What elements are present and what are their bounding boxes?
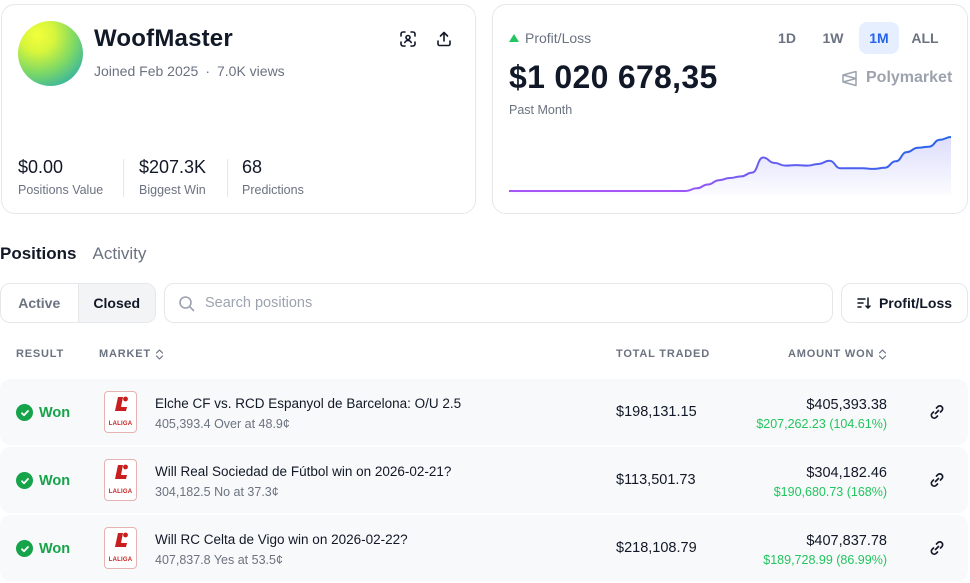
stat-label: Positions Value xyxy=(18,183,104,197)
link-icon[interactable] xyxy=(928,471,946,489)
brand-name: Polymarket xyxy=(866,69,953,86)
laliga-logo-icon: LALIGA xyxy=(104,391,137,433)
search-icon xyxy=(179,295,195,311)
stat-label: Biggest Win xyxy=(139,183,206,197)
laliga-logo-icon: LALIGA xyxy=(104,527,137,569)
range-tab-all[interactable]: ALL xyxy=(911,30,939,46)
scan-icon xyxy=(400,31,416,47)
total-traded: $113,501.73 xyxy=(616,472,696,488)
header-amount-won[interactable]: AMOUNT WON xyxy=(788,348,887,360)
amount-gain: $190,680.73 (168%) xyxy=(773,485,887,499)
search-input[interactable] xyxy=(205,295,805,311)
upload-icon xyxy=(437,31,451,47)
scan-qr-button[interactable] xyxy=(396,27,420,51)
result-cell: Won xyxy=(16,540,70,557)
result-label: Won xyxy=(39,540,71,557)
pnl-period: Past Month xyxy=(509,103,573,117)
check-circle-icon xyxy=(16,540,33,557)
stat-value: $207.3K xyxy=(139,157,207,177)
sort-icon xyxy=(857,297,871,310)
filter-active-button[interactable]: Active xyxy=(18,295,61,311)
total-traded: $198,131.15 xyxy=(616,404,697,420)
stat-divider xyxy=(123,159,124,197)
tab-activity[interactable]: Activity xyxy=(92,244,147,263)
result-cell: Won xyxy=(16,472,70,489)
header-total-traded: TOTAL TRADED xyxy=(616,348,710,360)
amount-gain: $189,728.99 (86.99%) xyxy=(763,553,887,567)
table-row[interactable]: Won LALIGA Will Real Sociedad de Fútbol … xyxy=(0,447,968,513)
stat-biggest-win: $207.3K Biggest Win xyxy=(139,157,206,197)
range-tab-1m[interactable]: 1M xyxy=(859,22,899,54)
header-result-label: RESULT xyxy=(16,348,64,360)
sort-label: Profit/Loss xyxy=(878,295,953,311)
sort-updown-icon xyxy=(155,348,163,360)
filter-closed-button[interactable]: Closed xyxy=(77,284,155,322)
triangle-up-icon xyxy=(509,34,519,42)
header-market-label: MARKET xyxy=(99,348,151,360)
market-subtitle: 304,182.5 No at 37.3¢ xyxy=(155,485,279,499)
profile-meta: Joined Feb 2025 · 7.0K views xyxy=(94,63,285,79)
stat-value: 68 xyxy=(242,157,263,177)
stat-divider xyxy=(227,159,228,197)
result-label: Won xyxy=(39,472,71,489)
range-tabs: 1D 1W 1M ALL xyxy=(767,22,945,54)
logo-label: LALIGA xyxy=(108,489,133,495)
table-row[interactable]: Won LALIGA Will RC Celta de Vigo win on … xyxy=(0,515,968,581)
laliga-logo-icon: LALIGA xyxy=(104,459,137,501)
table-row[interactable]: Won LALIGA Elche CF vs. RCD Espanyol de … xyxy=(0,379,968,445)
stat-positions-value: $0.00 Positions Value xyxy=(18,157,103,197)
result-cell: Won xyxy=(16,404,70,421)
range-tab-1w[interactable]: 1W xyxy=(822,30,844,46)
amount-won: $407,837.78 xyxy=(806,533,887,549)
check-circle-icon xyxy=(16,404,33,421)
sort-button[interactable]: Profit/Loss xyxy=(841,283,968,323)
market-subtitle: 407,837.8 Yes at 53.5¢ xyxy=(155,553,283,567)
amount-won: $405,393.38 xyxy=(806,397,887,413)
pnl-header: Profit/Loss xyxy=(509,30,591,46)
brand: Polymarket xyxy=(841,69,952,87)
market-subtitle: 405,393.4 Over at 48.9¢ xyxy=(155,417,290,431)
meta-separator: · xyxy=(205,63,210,79)
chart-area xyxy=(509,137,951,195)
header-result: RESULT xyxy=(16,348,64,360)
profile-card: WoofMaster Joined Feb 2025 · 7.0K views $0… xyxy=(1,4,476,214)
range-tab-1d[interactable]: 1D xyxy=(778,30,796,46)
amount-gain: $207,262.23 (104.61%) xyxy=(756,417,887,431)
link-icon[interactable] xyxy=(928,403,946,421)
pnl-label: Profit/Loss xyxy=(525,30,592,46)
amount-won: $304,182.46 xyxy=(806,465,887,481)
chart-series-line xyxy=(509,136,951,192)
pnl-value: $1 020 678,35 xyxy=(509,59,718,95)
link-icon[interactable] xyxy=(928,539,946,557)
sort-updown-icon xyxy=(879,348,887,360)
result-label: Won xyxy=(39,404,71,421)
stat-predictions: 68 Predictions xyxy=(242,157,304,197)
header-market[interactable]: MARKET xyxy=(99,348,164,360)
pnl-chart xyxy=(509,136,951,195)
header-amount-label: AMOUNT WON xyxy=(788,348,875,360)
joined-date: Joined Feb 2025 xyxy=(94,63,199,79)
market-title[interactable]: Will RC Celta de Vigo win on 2026-02-22? xyxy=(155,532,408,547)
tab-positions[interactable]: Positions xyxy=(0,244,77,263)
check-circle-icon xyxy=(16,472,33,489)
header-traded-label: TOTAL TRADED xyxy=(616,348,710,360)
market-title[interactable]: Will Real Sociedad de Fútbol win on 2026… xyxy=(155,464,452,479)
market-title[interactable]: Elche CF vs. RCD Espanyol de Barcelona: … xyxy=(155,396,462,411)
logo-label: LALIGA xyxy=(108,557,133,563)
username: WoofMaster xyxy=(94,25,233,52)
total-traded: $218,108.79 xyxy=(616,540,697,556)
stat-label: Predictions xyxy=(242,183,304,197)
logo-label: LALIGA xyxy=(108,421,133,427)
avatar xyxy=(18,21,83,86)
stat-value: $0.00 xyxy=(18,157,64,177)
polymarket-logo-icon xyxy=(842,70,857,86)
main-tabs: Positions Activity xyxy=(0,244,146,264)
search-box xyxy=(164,283,833,323)
share-button[interactable] xyxy=(432,27,456,51)
status-toggle: Active Closed xyxy=(0,283,156,323)
profit-loss-card: Profit/Loss $1 020 678,35 Past Month 1D … xyxy=(492,4,968,214)
view-count: 7.0K views xyxy=(216,63,285,79)
